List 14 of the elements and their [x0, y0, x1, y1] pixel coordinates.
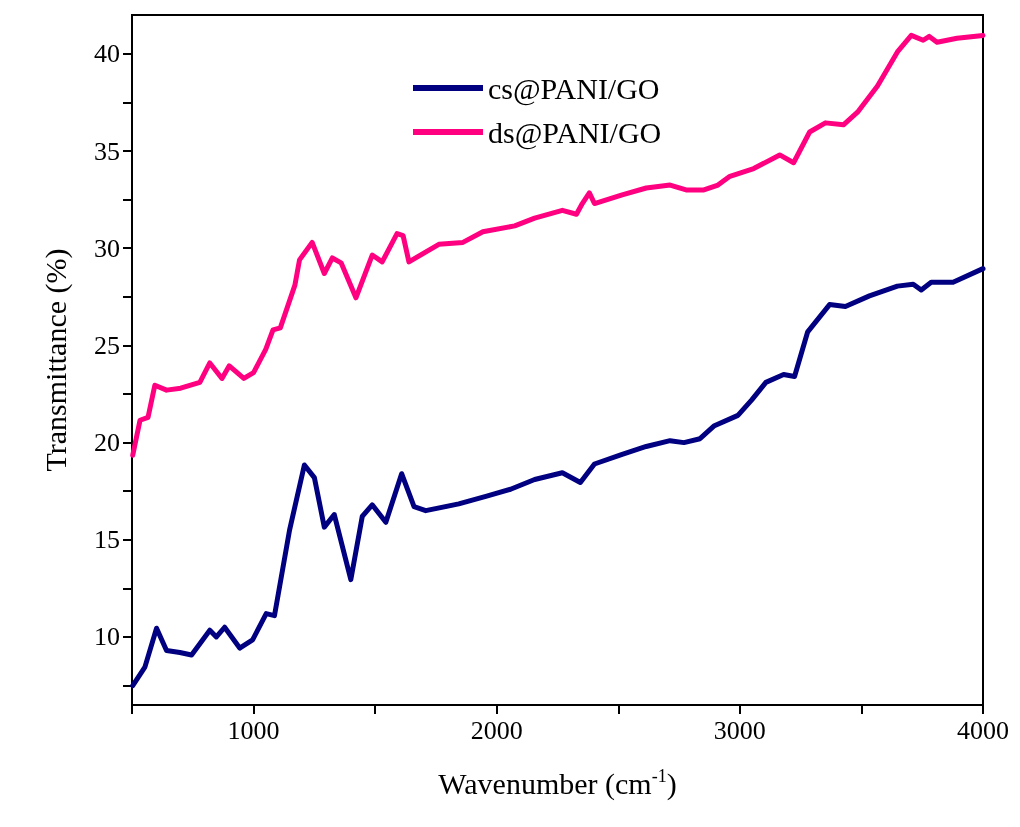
y-axis-title: Transmittance (%): [38, 248, 73, 472]
legend-label: ds@PANI/GO: [488, 115, 662, 150]
x-tick-label: 1000: [227, 715, 280, 745]
x-tick-label: 2000: [470, 715, 523, 745]
y-tick-label: 25: [94, 330, 120, 360]
x-tick-label: 3000: [713, 715, 766, 745]
y-tick-label: 15: [94, 525, 120, 555]
y-tick-label: 35: [94, 136, 120, 166]
y-tick-label: 40: [94, 39, 120, 69]
y-tick-label: 30: [94, 233, 120, 263]
legend-label: cs@PANI/GO: [488, 71, 660, 106]
y-tick-label: 20: [94, 428, 120, 458]
x-tick-label: 4000: [957, 715, 1009, 745]
y-tick-label: 10: [94, 622, 120, 652]
